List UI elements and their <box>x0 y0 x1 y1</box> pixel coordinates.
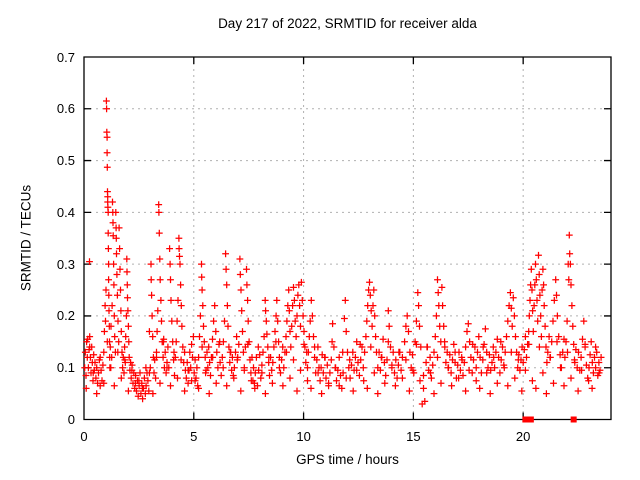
x-tick-label: 15 <box>406 429 421 444</box>
y-tick-label: 0.4 <box>56 204 75 220</box>
x-tick-label: 10 <box>296 429 311 444</box>
y-tick-label: 0.3 <box>56 256 75 272</box>
y-tick-label: 0.1 <box>56 360 75 376</box>
y-tick-label: 0.5 <box>56 153 75 169</box>
data-points-srmtid-plus-markers <box>81 97 605 408</box>
x-tick-label: 5 <box>190 429 198 444</box>
data-point-square <box>570 416 577 423</box>
x-tick-label: 0 <box>80 429 88 444</box>
axis-border-and-ticks <box>83 56 612 421</box>
chart-title: Day 217 of 2022, SRMTID for receiver ald… <box>218 16 477 31</box>
data-point-square <box>522 416 529 423</box>
y-tick-label: 0.6 <box>56 101 75 117</box>
data-point-square <box>527 416 534 423</box>
y-tick-label: 0.2 <box>56 308 75 324</box>
x-axis-label: GPS time / hours <box>296 452 399 467</box>
grid-lines <box>84 57 611 420</box>
y-tick-label: 0.7 <box>56 49 75 65</box>
x-tick-label: 20 <box>515 429 531 444</box>
y-tick-label: 0 <box>67 412 75 427</box>
